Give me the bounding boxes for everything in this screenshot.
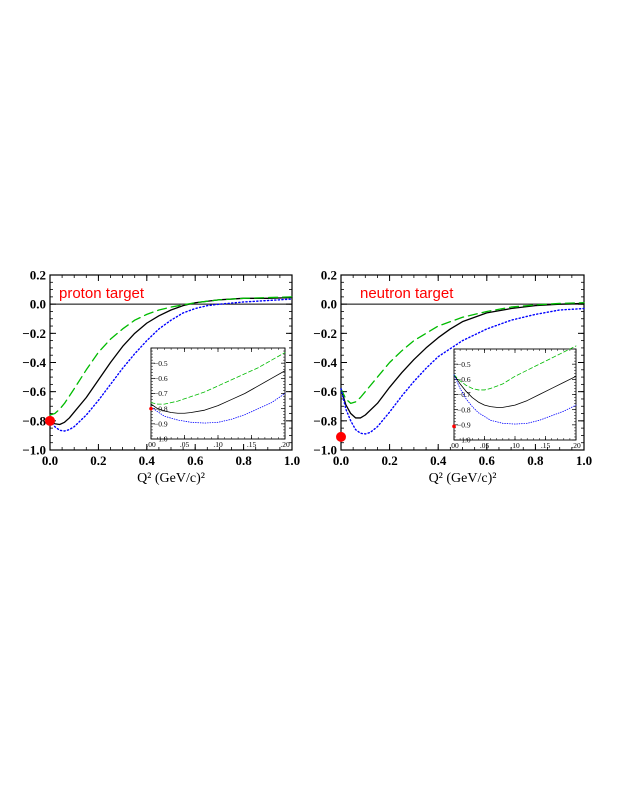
panel-label: proton target [59,285,145,302]
x-tick-label: 0.4 [430,453,447,468]
inset-x-tick-label: .20 [280,440,290,449]
inset-y-tick-label: −0.9 [154,419,168,428]
neutron-panel: 0.0 0.2 0.4 0.6 0.8 1.0 −1.0 −0.8 −0.6 −0.4 −0.2 0.… [313,268,592,487]
inset-series-line-dashed [453,345,577,391]
y-tick-label: 0.0 [321,297,337,312]
series-line-dashed [340,302,585,404]
inset-y-tick-label: −1.0 [154,435,168,444]
x-axis-label: Q² (GeV/c)² [137,471,205,486]
inset-frame [453,348,577,441]
inset-series-line-dashed [150,352,286,405]
series-line-dotted [49,298,293,432]
inset-series-line-dotted [150,393,286,424]
x-tick-label: 0.6 [479,453,496,468]
x-tick-label: 0.0 [333,453,349,468]
x-tick-label: 1.0 [284,453,300,468]
inset-x-tick-label: .00 [449,441,459,450]
x-tick-label: 1.0 [576,453,592,468]
y-tick-label: −0.4 [22,355,46,370]
y-tick-label: −0.6 [22,384,46,399]
y-tick-label: −1.0 [22,443,46,458]
inset-y-tick-label: −0.6 [154,374,168,383]
inset-y-tick-label: −0.9 [457,420,471,429]
inset-x-tick-label: .10 [510,441,520,450]
inset-frame [150,347,286,440]
data-point [45,415,55,426]
series-line-solid [340,302,585,419]
y-tick-label: 0.0 [30,297,46,312]
inset-chart: .00.05.10.15.20−1.0−0.9−0.8−0.7−0.6−0.5 [449,345,581,450]
inset-data-point [452,424,456,429]
inset-series-line-solid [150,370,286,414]
inset-x-tick-label: .05 [180,440,190,449]
series-line-dotted [340,307,585,435]
x-tick-label: 0.6 [187,453,204,468]
inset-y-tick-label: −0.5 [154,359,168,368]
proton-panel: 0.0 0.2 0.4 0.6 0.8 1.0 −1.0 −0.8 −0.6 −0.4 −0.2 0.… [22,268,300,487]
inset-x-tick-label: .15 [541,441,551,450]
inset-data-point [149,406,153,411]
y-tick-label: 0.2 [30,268,46,283]
inset-y-tick-label: −0.8 [457,405,471,414]
panel-label: neutron target [360,285,454,302]
y-tick-label: −0.4 [313,355,337,370]
inset-y-tick-label: −1.0 [457,436,471,445]
y-tick-label: −0.6 [313,384,337,399]
y-tick-label: −1.0 [313,443,337,458]
x-tick-label: 0.8 [235,453,252,468]
inset-x-tick-label: .15 [247,440,257,449]
y-tick-label: −0.8 [313,413,337,428]
inset-x-tick-label: .20 [571,441,581,450]
x-axis-label: Q² (GeV/c)² [429,471,497,486]
inset-x-tick-label: .00 [146,440,156,449]
inset-y-tick-label: −0.7 [154,389,168,398]
inset-y-tick-label: −0.8 [154,404,168,413]
inset-series-line-solid [453,374,577,408]
y-tick-label: 0.2 [321,268,337,283]
inset-y-tick-label: −0.5 [457,360,471,369]
y-tick-label: −0.8 [22,413,46,428]
y-tick-label: −0.2 [22,326,46,341]
x-tick-label: 0.4 [139,453,156,468]
inset-series-line-dotted [453,374,577,425]
inset-x-tick-label: .10 [213,440,223,449]
x-tick-label: 0.2 [90,453,106,468]
series-line-dashed [49,296,293,416]
x-tick-label: 0.2 [381,453,397,468]
inset-y-tick-label: −0.6 [457,375,471,384]
data-point [336,431,346,442]
inset-x-tick-label: .05 [480,441,490,450]
inset-chart: .00 .05 .10 .15 .20 −1.0 −0.9 −0.8 −0.7 −0.6 −0.5 [146,347,290,449]
x-tick-label: 0.8 [527,453,544,468]
y-tick-label: −0.2 [313,326,337,341]
x-tick-label: 0.0 [42,453,58,468]
